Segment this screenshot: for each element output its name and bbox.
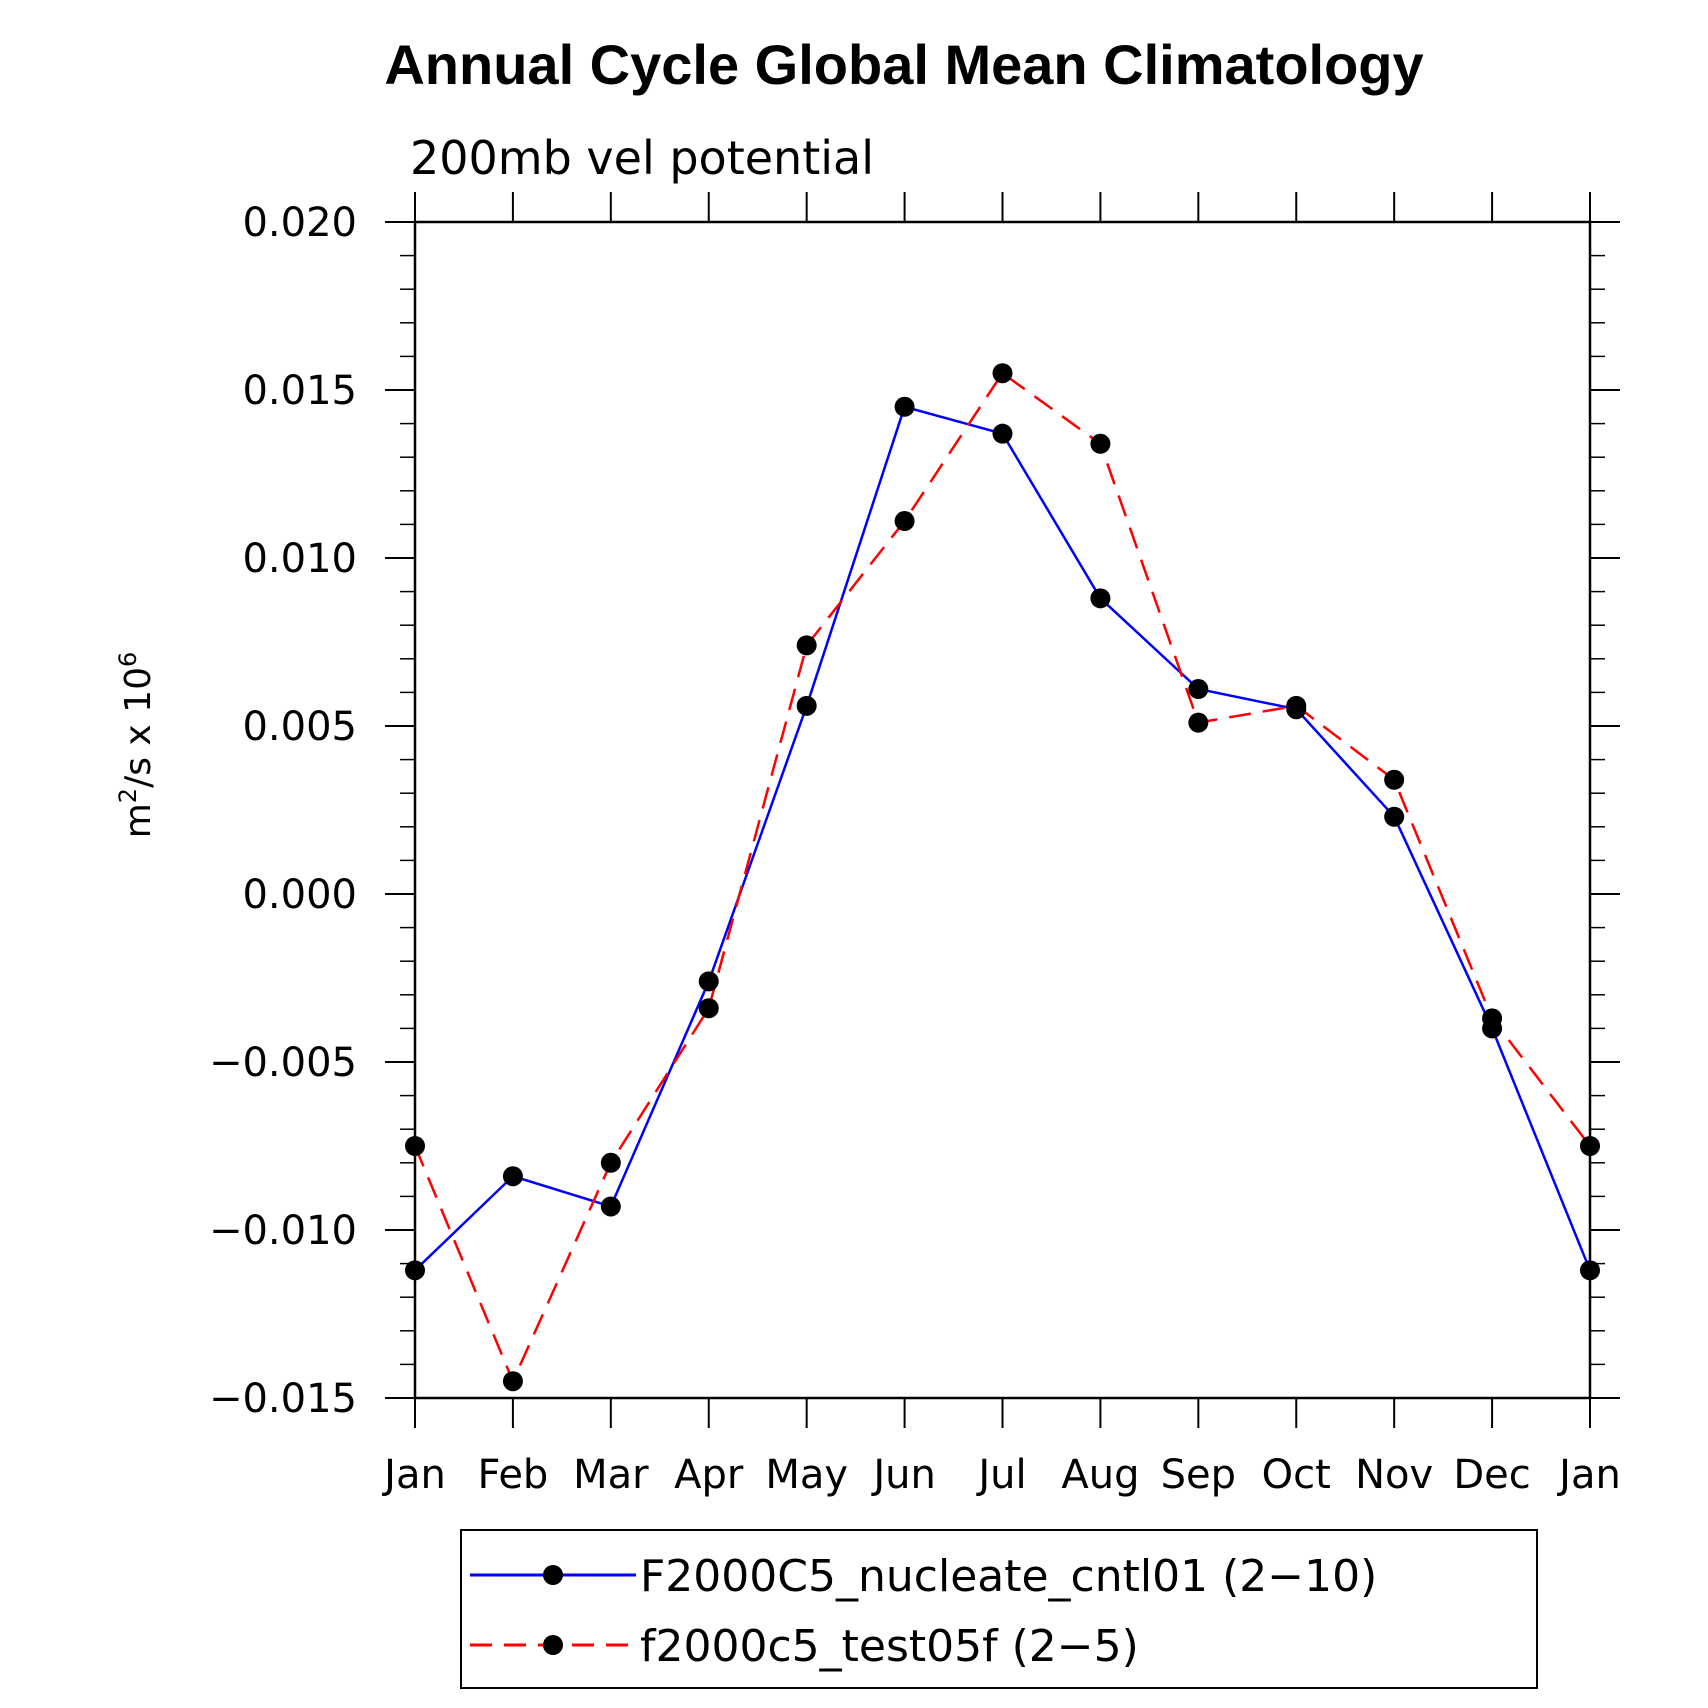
series-2-point [698, 998, 719, 1019]
series-1-point [600, 1196, 621, 1217]
series-2-point [502, 1371, 523, 1392]
y-axis-label-mid: /s x 10 [118, 667, 159, 788]
x-tick-label: Dec [1453, 1452, 1530, 1498]
series-1-point [502, 1166, 523, 1187]
series-1-point [796, 695, 817, 716]
y-tick-label: 0.010 [242, 536, 357, 582]
y-tick-label: 0.005 [242, 704, 357, 750]
series-1-point [405, 1260, 425, 1281]
y-axis-label-base: m [118, 803, 159, 838]
y-tick-label: −0.010 [209, 1208, 357, 1254]
x-tick-label: Sep [1161, 1452, 1236, 1498]
x-tick-label: Jan [1556, 1452, 1621, 1498]
series-2-point [1482, 1008, 1503, 1029]
series-1-point [698, 971, 719, 992]
series-2-point [1580, 1136, 1600, 1156]
y-tick-label: 0.020 [242, 200, 357, 246]
legend-label-series-2: f2000c5_test05f (2−5) [640, 1621, 1139, 1672]
x-tick-label: May [765, 1452, 848, 1498]
legend: F2000C5_nucleate_cntl01 (2−10) f2000c5_t… [460, 1529, 1538, 1689]
y-tick-label: 0.015 [242, 368, 357, 414]
series-1-point [1090, 588, 1111, 609]
y-axis-label-sup2: 6 [114, 652, 142, 667]
x-tick-label: Jul [975, 1452, 1026, 1498]
y-axis-label-sup1: 2 [114, 788, 142, 803]
x-tick-label: Apr [674, 1452, 744, 1498]
legend-box [460, 1529, 1538, 1689]
chart-title: Annual Cycle Global Mean Climatology [384, 33, 1423, 96]
legend-label-series-1: F2000C5_nucleate_cntl01 (2−10) [640, 1551, 1377, 1602]
series-1-point [1580, 1260, 1600, 1281]
series-2-point [992, 363, 1013, 384]
series-line-2 [413, 371, 1591, 1385]
series-line-1 [414, 405, 1592, 1272]
y-axis-label: m2/s x 106 [114, 652, 159, 839]
series-2-point [405, 1136, 425, 1156]
legend-marker-series-1 [543, 1565, 563, 1585]
series-2-point [600, 1152, 621, 1173]
series-2-point [1286, 695, 1307, 716]
y-tick-label: −0.015 [209, 1376, 357, 1422]
legend-marker-series-2 [543, 1635, 563, 1655]
axis-ticks: −0.015 −0.010 −0.005 0.000 0.005 0.010 0.015 0.… [209, 192, 1621, 1498]
x-tick-label: Feb [478, 1452, 549, 1498]
series-1-point [1188, 679, 1209, 700]
plot-frame [413, 220, 1592, 1400]
series-layer [405, 363, 1600, 1392]
x-tick-label: Aug [1061, 1452, 1139, 1498]
series-1-point [1384, 806, 1405, 827]
series-2-point [1384, 769, 1405, 790]
x-tick-label: Oct [1262, 1452, 1331, 1498]
y-tick-label: 0.000 [242, 872, 357, 918]
series-2-point [1188, 712, 1209, 733]
y-tick-label: −0.005 [209, 1040, 357, 1086]
x-tick-label: Jan [381, 1452, 446, 1498]
x-tick-label: Nov [1355, 1452, 1433, 1498]
chart-subtitle: 200mb vel potential [410, 131, 874, 185]
series-2-point [796, 635, 817, 656]
series-2-point [894, 511, 915, 532]
x-tick-label: Mar [573, 1452, 649, 1498]
x-tick-label: Jun [870, 1452, 936, 1498]
plot-border [413, 220, 1592, 1400]
series-1-point [992, 423, 1013, 444]
series-1-point [894, 396, 915, 417]
series-2-point [1090, 433, 1111, 454]
